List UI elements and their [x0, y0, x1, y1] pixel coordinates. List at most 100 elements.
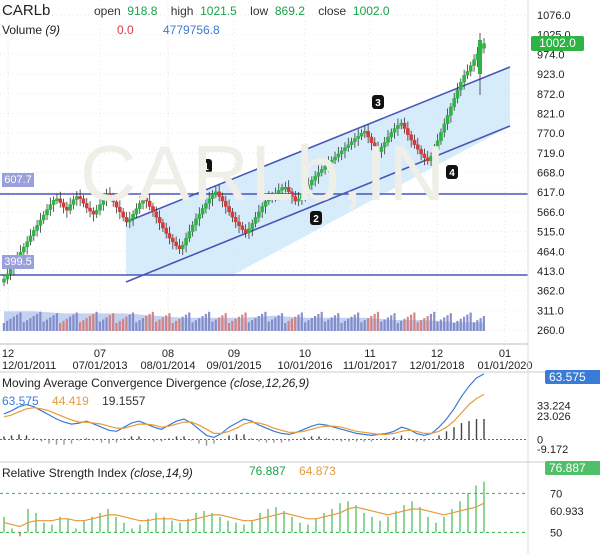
volume-bar: [284, 323, 287, 331]
candle-body: [41, 214, 46, 221]
volume-bar: [333, 315, 337, 331]
candle-body: [154, 211, 159, 218]
volume-bar: [320, 311, 323, 331]
candle-body: [51, 200, 56, 205]
candle-body: [353, 138, 357, 142]
volume-bar: [323, 321, 327, 331]
candle-body: [94, 210, 99, 215]
volume-bar: [151, 311, 154, 331]
candle-body: [372, 142, 377, 149]
candle-body: [124, 217, 129, 223]
candle-body: [2, 278, 6, 283]
candle-body: [174, 241, 178, 247]
candle-body: [207, 198, 212, 204]
volume-bar: [121, 318, 125, 331]
volume-bar: [261, 313, 264, 331]
candle-body: [68, 204, 73, 211]
x-tick-major: 11: [364, 348, 375, 360]
candle-body: [323, 166, 327, 170]
rsi-tick-label: 50: [550, 527, 562, 539]
x-tick-date: 12/01/2011: [2, 360, 56, 372]
candle-body: [118, 207, 122, 213]
candle-body: [161, 222, 165, 229]
volume-bar: [423, 318, 426, 331]
price-tick-label: 821.0: [537, 108, 565, 120]
volume-bar: [409, 314, 413, 331]
candle-body: [472, 59, 476, 66]
volume-bar: [347, 318, 350, 331]
volume-bar: [35, 313, 39, 331]
volume-bar: [59, 323, 62, 331]
volume-bar: [472, 322, 476, 331]
candle-body: [343, 147, 347, 152]
candle-body: [25, 241, 29, 248]
candle-body: [200, 208, 205, 215]
candle-body: [429, 156, 433, 162]
rsi-values: 76.887 64.873: [249, 464, 336, 478]
candle-body: [111, 196, 116, 203]
candle-body: [273, 192, 278, 196]
volume-bar: [174, 320, 178, 331]
volume-bar: [29, 318, 32, 331]
volume-bar: [390, 315, 393, 331]
volume-bar: [313, 316, 317, 331]
volume-bar: [280, 313, 284, 331]
price-tick-label: 362.0: [537, 286, 565, 298]
candle-body: [455, 89, 460, 99]
x-tick-date: 08/01/2014: [140, 360, 195, 372]
last-price-badge: 1002.0: [531, 36, 584, 51]
volume-bar: [416, 322, 419, 331]
candle-body: [439, 132, 443, 142]
candle-body: [214, 191, 218, 195]
volume-bar: [191, 322, 194, 331]
candle-body: [237, 221, 241, 226]
candle-body: [415, 144, 420, 150]
volume-title: Volume (9): [2, 23, 60, 37]
candle-body: [369, 136, 374, 143]
candle-body: [81, 198, 86, 204]
volume-bar: [360, 322, 363, 331]
candle-body: [5, 273, 10, 280]
macd-signal-line: [3, 393, 485, 435]
close-label: close: [318, 4, 347, 18]
volume-bar: [118, 320, 121, 331]
wave-label-box: [446, 165, 458, 179]
price-tick-label: 464.0: [537, 246, 565, 258]
rsi-title: Relative Strength Index (close,14,9): [2, 466, 193, 480]
volume-bar: [95, 311, 98, 331]
x-tick-major: 10: [299, 348, 311, 360]
volume-bar: [350, 316, 353, 331]
macd-hist-value: 19.1557: [102, 394, 146, 408]
candle-body: [147, 200, 152, 207]
volume-bar: [459, 318, 462, 331]
volume-bar: [55, 313, 58, 331]
volume-bar: [453, 323, 456, 331]
x-tick-major: 12: [431, 348, 443, 360]
volume-bar: [204, 313, 207, 331]
volume-bar: [370, 316, 373, 331]
volume-bar: [479, 318, 482, 331]
candle-body: [263, 200, 268, 207]
candle-body: [84, 203, 89, 209]
volume-bar: [45, 319, 49, 331]
volume-bar: [16, 314, 19, 331]
volume-bar: [287, 320, 290, 331]
volume-bar: [208, 311, 211, 331]
macd-tick-label: 23.026: [537, 411, 571, 423]
volume-bar: [403, 318, 406, 331]
volume-bar: [300, 312, 303, 331]
macd-title: Moving Average Convergence Divergence (c…: [2, 376, 309, 390]
volume-bar: [211, 321, 214, 331]
volume-bar: [294, 316, 297, 331]
candle-body: [300, 193, 304, 199]
horizontal-levels: [0, 193, 528, 276]
candle-body: [270, 195, 274, 199]
volume-bar: [125, 316, 128, 331]
volume-bar: [380, 321, 383, 331]
volume-bar: [247, 322, 250, 331]
channel-lower-line: [125, 125, 511, 283]
volume-bar: [135, 322, 138, 331]
candle-body: [316, 172, 321, 177]
candle-body: [91, 210, 96, 215]
candle-body: [303, 189, 308, 195]
